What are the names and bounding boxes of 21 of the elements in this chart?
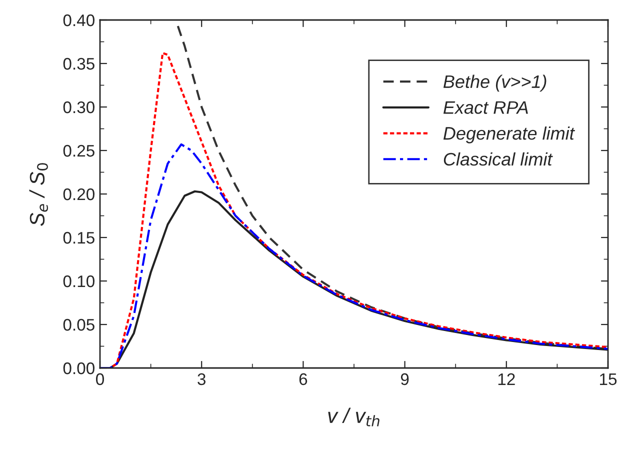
y-tick-label: 0.05: [63, 318, 94, 331]
x-tick-label: 15: [600, 373, 617, 386]
legend-label: Degenerate limit: [443, 126, 575, 144]
x-tick-label: 0: [96, 373, 104, 386]
y-tick-label: 0.20: [63, 188, 94, 200]
y-axis-title: S$_{e}$ / S$_{0}$: [29, 163, 48, 226]
y-tick-label: 0.30: [63, 101, 94, 114]
y-tick-label: 0.40: [63, 14, 94, 26]
x-axis-title: v / v$_{th}$: [328, 408, 380, 426]
legend-label: Classical limit: [444, 152, 553, 166]
x-tick-label: 12: [498, 373, 515, 385]
y-tick-label: 0.00: [63, 362, 94, 374]
y-tick-label: 0.15: [63, 232, 94, 244]
legend-label: Bethe (v>>1): [443, 74, 546, 92]
y-tick-label: 0.25: [63, 144, 94, 157]
y-tick-label: 0.10: [63, 275, 94, 288]
legend-label: Exact RPA: [443, 101, 528, 114]
x-tick-label: 3: [198, 373, 206, 386]
x-tick-label: 9: [400, 373, 409, 386]
x-tick-label: 6: [299, 373, 308, 386]
y-tick-label: 0.35: [63, 58, 94, 70]
